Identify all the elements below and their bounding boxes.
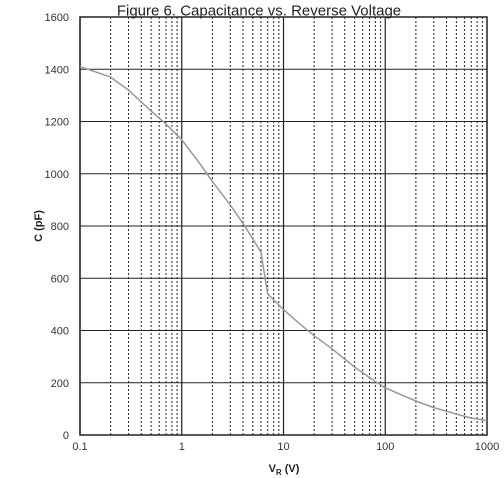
grid-lines [79, 16, 487, 436]
y-tick-label-0: 0 [63, 430, 69, 442]
y-tick-label-8: 1600 [45, 12, 69, 24]
x-axis-label: VR (V) [269, 463, 300, 477]
y-tick-labels: 0 200 400 600 800 1000 1200 1400 1600 [45, 12, 69, 442]
x-tick-label-1: 1 [179, 441, 185, 453]
y-tick-label-4: 800 [51, 221, 69, 233]
y-tick-label-7: 1400 [45, 64, 69, 76]
plot-area [79, 16, 488, 436]
chart-title: Figure 6. Capacitance vs. Reverse Voltag… [117, 2, 401, 19]
x-axis-label-sub: R [276, 468, 282, 477]
x-tick-label-0: 0.1 [72, 441, 87, 453]
y-tick-label-1: 200 [51, 378, 69, 390]
capacitance-curve [79, 65, 488, 422]
y-tick-label-6: 1200 [45, 117, 69, 129]
y-tick-label-5: 1000 [45, 169, 69, 181]
x-axis-label-main: V [269, 463, 277, 475]
x-tick-labels: 0.1 1 10 100 1000 [72, 441, 499, 453]
x-tick-label-3: 100 [376, 441, 394, 453]
x-axis-label-unit: (V) [282, 463, 300, 475]
y-axis-label: C (pF) [33, 210, 45, 242]
y-tick-label-3: 600 [51, 273, 69, 285]
x-tick-label-2: 10 [277, 441, 289, 453]
y-tick-label-2: 400 [51, 326, 69, 338]
x-tick-label-4: 1000 [475, 441, 499, 453]
